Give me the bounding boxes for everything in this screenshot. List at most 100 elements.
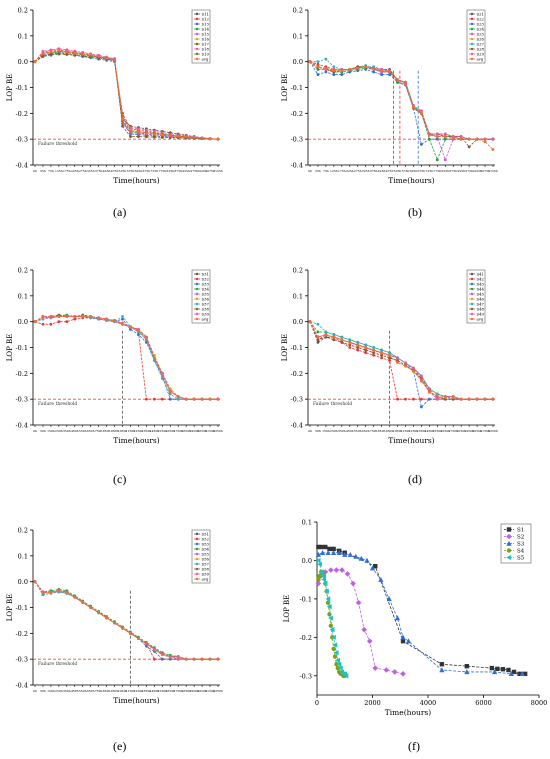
x-tick-label: 575h — [402, 169, 410, 173]
data-point — [337, 665, 343, 671]
legend-swatch-marker — [506, 554, 512, 561]
x-tick-label: 6000 — [475, 699, 492, 707]
legend-swatch-marker — [195, 277, 199, 281]
data-point — [129, 135, 132, 138]
data-point — [329, 627, 335, 633]
x-tick-label: 425h — [103, 169, 111, 173]
data-point — [316, 73, 320, 76]
data-point — [332, 69, 336, 73]
data-point — [168, 136, 172, 140]
data-point — [419, 109, 423, 113]
legend-label: S32 — [202, 277, 210, 282]
failure-threshold-label: Failure threshold — [38, 141, 77, 147]
data-point — [208, 137, 212, 141]
legend-label: avg — [202, 317, 209, 322]
x-tick-label: 175h — [63, 169, 71, 173]
series-group — [33, 315, 220, 401]
legend-label: S25 — [477, 32, 485, 37]
data-point — [356, 346, 360, 349]
chart-panel-d: 0.2 0.1 0.0 -0.1 -0.2 -0.3 -0.4 0h 50h 150h 250h 35… — [275, 260, 550, 510]
data-point — [137, 636, 140, 640]
y-tick-label: -0.3 — [290, 136, 303, 144]
chart-f-svg: 0.1 0.0 -0.1 -0.2 -0.3 0 2000 4000 6000 8000 LOP B… — [283, 519, 547, 718]
x-tick-label: 1075h — [480, 169, 490, 173]
legend-label: S35 — [202, 292, 210, 297]
legend-swatch-marker — [470, 272, 474, 276]
data-point — [380, 73, 384, 76]
data-point — [216, 137, 220, 141]
x-tick-label: 850h — [103, 689, 111, 693]
y-tick-label: 0.1 — [302, 519, 312, 527]
x-tick-label: 225h — [71, 169, 79, 173]
data-point — [41, 52, 45, 56]
data-point — [459, 397, 463, 401]
legend-swatch-marker — [195, 52, 199, 56]
data-point — [443, 137, 447, 141]
chart-panel-e: 0.2 0.1 0.0 -0.1 -0.2 -0.3 -0.4 0h 50h 150h 250h 35… — [0, 520, 275, 759]
data-point — [331, 646, 336, 652]
x-tick-label: 375h — [370, 169, 378, 173]
series-line — [34, 581, 218, 660]
x-tick-label: 275h — [354, 169, 362, 173]
series-group — [308, 57, 495, 141]
data-point — [388, 354, 391, 358]
legend-swatch-marker — [195, 17, 199, 21]
chart-c-svg: 0.2 0.1 0.0 -0.1 -0.2 -0.3 -0.4 0h 50h 150h 250h 35… — [6, 267, 223, 446]
data-point — [435, 397, 439, 401]
data-point — [427, 387, 431, 391]
legend-swatch-marker — [195, 312, 199, 316]
series-group — [308, 60, 495, 146]
x-tick-label: 1025h — [472, 169, 482, 173]
y-tick-label: 0.2 — [293, 7, 303, 15]
data-point — [435, 392, 439, 396]
series-line — [34, 581, 218, 660]
data-point — [152, 397, 156, 401]
failure-threshold-label: Failure threshold — [313, 401, 352, 407]
data-point — [121, 626, 124, 630]
data-point — [394, 615, 401, 621]
series-line — [34, 50, 219, 140]
data-point — [184, 397, 188, 401]
legend-label: S17 — [202, 42, 210, 47]
x-tick-label: 75h — [48, 169, 54, 173]
legend-swatch-marker — [470, 312, 474, 316]
legend-swatch-marker — [195, 287, 199, 291]
data-point — [350, 580, 356, 587]
data-point — [400, 671, 406, 677]
data-point — [419, 111, 423, 115]
legend-swatch-marker — [195, 562, 199, 566]
y-tick-label: -0.1 — [290, 344, 303, 352]
data-point — [483, 140, 487, 144]
y-axis-title: LOP BE — [6, 334, 14, 362]
legend-swatch-marker — [506, 548, 512, 553]
data-point — [326, 603, 332, 610]
data-point — [508, 671, 514, 677]
x-tick-label: 1250h — [409, 429, 419, 433]
data-point — [200, 136, 204, 140]
data-point — [348, 338, 352, 342]
x-tick-label: 1050h — [118, 429, 128, 433]
data-point — [419, 374, 423, 378]
series-line — [309, 61, 493, 145]
legend-label: S18 — [202, 47, 210, 52]
legend-swatch-marker — [195, 317, 199, 321]
y-tick-label: -0.2 — [290, 370, 303, 378]
legend-label: S28 — [477, 47, 485, 52]
y-tick-label: 0.1 — [18, 32, 28, 40]
data-point — [73, 51, 77, 55]
legend-swatch-marker — [470, 32, 474, 36]
legend-label: S29 — [477, 52, 485, 57]
data-point — [65, 50, 69, 54]
x-axis-title: Time(hours) — [388, 176, 434, 185]
data-point — [315, 557, 321, 564]
data-point — [451, 396, 455, 400]
series-line — [309, 61, 493, 140]
series-line — [34, 50, 219, 140]
x-tick-label: 1950h — [189, 689, 199, 693]
y-tick-label: 0.1 — [293, 32, 303, 40]
x-tick-label: 850h — [378, 429, 386, 433]
data-point — [483, 397, 487, 401]
x-tick-label: 1250h — [134, 429, 144, 433]
data-point — [372, 351, 376, 355]
data-point — [348, 343, 352, 347]
